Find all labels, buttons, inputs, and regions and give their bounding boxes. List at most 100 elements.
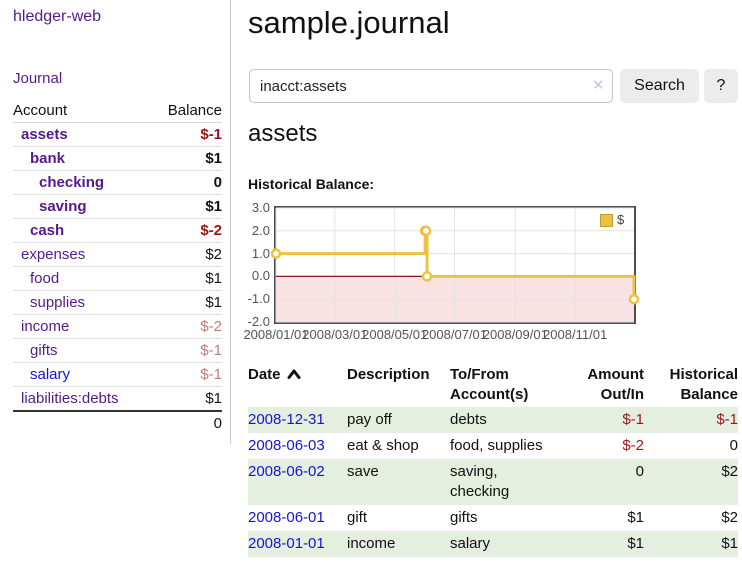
y-axis-tick-label: -2.0 bbox=[247, 314, 270, 329]
date-column-label: Date bbox=[248, 366, 281, 383]
account-link[interactable]: bank bbox=[30, 150, 66, 167]
account-link[interactable]: assets bbox=[21, 126, 68, 143]
historical-balance-chart bbox=[270, 206, 640, 324]
y-axis-tick-label: 0.0 bbox=[251, 268, 270, 284]
account-balance: $1 bbox=[205, 390, 222, 407]
y-axis-tick-label: 2.0 bbox=[251, 222, 270, 238]
accounts-text: saving, checking bbox=[450, 463, 510, 500]
account-row: assets $-1 bbox=[13, 123, 222, 147]
balance-cell: $2 bbox=[721, 463, 738, 480]
account-name-cell: saving bbox=[13, 195, 151, 219]
account-name-cell: income bbox=[13, 315, 151, 339]
x-axis-tick-label: 2008/01/01 bbox=[243, 327, 309, 342]
account-balance: $1 bbox=[205, 294, 222, 311]
account-balance: $-1 bbox=[200, 366, 222, 383]
accounts-text: debts bbox=[450, 411, 487, 428]
chart-title: Historical Balance: bbox=[248, 176, 375, 192]
date-link[interactable]: 2008-06-01 bbox=[248, 509, 325, 526]
account-link[interactable]: salary bbox=[30, 366, 71, 383]
account-link[interactable]: cash bbox=[30, 222, 65, 239]
accounts-total-value: 0 bbox=[213, 415, 222, 432]
account-row: gifts $-1 bbox=[13, 339, 222, 363]
accounts-column-header: To/From Account(s) bbox=[450, 366, 529, 403]
balance-cell: 0 bbox=[729, 437, 738, 454]
search-input[interactable] bbox=[249, 69, 613, 103]
account-balance: $1 bbox=[205, 270, 222, 287]
amount-cell: $1 bbox=[627, 535, 644, 552]
clear-search-icon[interactable]: ✕ bbox=[592, 77, 605, 94]
account-balance: 0 bbox=[213, 174, 222, 191]
x-axis-tick-label: 2008/03/01 bbox=[302, 327, 368, 342]
account-link[interactable]: checking bbox=[39, 174, 105, 191]
account-name-cell: cash bbox=[13, 219, 151, 243]
x-axis-tick-label: 2008/11/01 bbox=[543, 327, 608, 342]
date-link[interactable]: 2008-06-02 bbox=[248, 463, 325, 480]
account-row: bank $1 bbox=[13, 147, 222, 171]
account-link[interactable]: gifts bbox=[30, 342, 58, 359]
amount-column-header: Amount Out/In bbox=[587, 366, 644, 403]
y-axis-tick-label: -1.0 bbox=[247, 291, 270, 307]
date-cell: 2008-06-01 bbox=[248, 505, 347, 531]
date-cell: 2008-06-03 bbox=[248, 433, 347, 459]
sidebar-item-journal[interactable]: Journal bbox=[13, 70, 63, 87]
amount-cell: 0 bbox=[635, 463, 644, 480]
date-link[interactable]: 2008-12-31 bbox=[248, 411, 325, 428]
account-row: food $1 bbox=[13, 267, 222, 291]
register-row: 2008-01-01 income salary $1 $1 bbox=[248, 531, 738, 557]
register-row: 2008-12-31 pay off debts $-1 $-1 bbox=[248, 407, 738, 433]
x-axis-tick-label: 2008/07/01 bbox=[421, 327, 488, 342]
date-cell: 2008-12-31 bbox=[248, 407, 347, 433]
sort-ascending-icon bbox=[287, 369, 301, 379]
sidebar-divider bbox=[230, 0, 231, 444]
help-button[interactable]: ? bbox=[704, 69, 738, 103]
account-name-cell: liabilities:debts bbox=[13, 387, 151, 412]
account-link[interactable]: liabilities:debts bbox=[21, 390, 119, 407]
account-link[interactable]: saving bbox=[39, 198, 87, 215]
account-name-cell: checking bbox=[13, 171, 151, 195]
legend-label: $ bbox=[617, 212, 625, 227]
account-balance: $-1 bbox=[200, 126, 222, 143]
account-row: liabilities:debts $1 bbox=[13, 387, 222, 412]
accounts-table: Account Balance assets $-1 bank $1 checking 0… bbox=[13, 99, 222, 435]
description-column-header: Description bbox=[347, 366, 430, 383]
app-brand-link[interactable]: hledger-web bbox=[13, 8, 102, 25]
date-cell: 2008-01-01 bbox=[248, 531, 347, 557]
x-axis-tick-label: 2008/09/01 bbox=[482, 327, 548, 342]
balance-cell: $1 bbox=[721, 535, 738, 552]
description-cell: gift bbox=[347, 509, 368, 526]
y-axis-tick-label: 1.0 bbox=[251, 245, 270, 261]
account-name-cell: supplies bbox=[13, 291, 151, 315]
amount-cell: $-2 bbox=[622, 437, 644, 454]
chart-canvas bbox=[270, 207, 640, 323]
spacer-cell bbox=[13, 411, 151, 435]
account-link[interactable]: food bbox=[30, 270, 60, 287]
account-link[interactable]: expenses bbox=[21, 246, 86, 263]
date-link[interactable]: 2008-06-03 bbox=[248, 437, 325, 454]
date-link[interactable]: 2008-01-01 bbox=[248, 535, 325, 552]
register-header-row: Date Description To/From Account(s) Amou… bbox=[248, 363, 738, 407]
balance-column-header: Balance bbox=[151, 99, 222, 123]
register-table: Date Description To/From Account(s) Amou… bbox=[248, 363, 738, 557]
accounts-text: gifts bbox=[450, 509, 478, 526]
accounts-table-header: Account Balance bbox=[13, 99, 222, 123]
account-balance: $2 bbox=[205, 246, 222, 263]
register-row: 2008-06-03 eat & shop food, supplies $-2 0 bbox=[248, 433, 738, 459]
balance-cell: $-1 bbox=[716, 411, 738, 428]
account-link[interactable]: supplies bbox=[30, 294, 86, 311]
account-link[interactable]: income bbox=[21, 318, 70, 335]
accounts-column-header: Account bbox=[13, 99, 152, 123]
account-balance: $1 bbox=[205, 198, 222, 215]
accounts-cell: debts bbox=[450, 407, 569, 433]
date-column-header[interactable]: Date bbox=[248, 363, 347, 407]
register-row: 2008-06-01 gift gifts $1 $2 bbox=[248, 505, 738, 531]
account-row: checking 0 bbox=[13, 171, 222, 195]
account-row: expenses $2 bbox=[13, 243, 222, 267]
account-name-cell: assets bbox=[13, 123, 151, 147]
balance-cell: $2 bbox=[721, 509, 738, 526]
search-button[interactable]: Search bbox=[620, 69, 699, 103]
accounts-text: salary bbox=[450, 535, 491, 552]
description-cell: income bbox=[347, 535, 396, 552]
account-row: cash $-2 bbox=[13, 219, 222, 243]
accounts-total-row: 0 bbox=[13, 411, 222, 435]
